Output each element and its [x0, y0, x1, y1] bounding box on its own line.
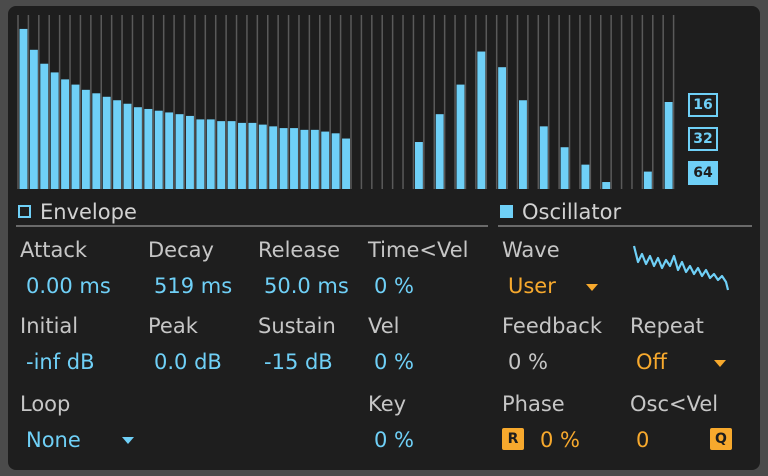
harmonic-bar	[414, 142, 423, 189]
dropdown-arrow[interactable]	[122, 437, 134, 444]
harmonic-bar	[269, 126, 278, 189]
harmonic-bar	[602, 182, 611, 189]
harmonic-bar	[206, 119, 215, 189]
envelope-toggle[interactable]	[18, 205, 31, 218]
harmonic-bar	[165, 112, 174, 189]
param-value[interactable]: 50.0 ms	[264, 274, 349, 298]
harmonic-bar	[498, 67, 507, 189]
dropdown-value[interactable]: None	[26, 428, 81, 452]
harmonic-bar	[321, 131, 330, 189]
retrigger-button[interactable]: R	[502, 428, 524, 450]
harmonic-bar	[643, 171, 652, 189]
param-value[interactable]: -15 dB	[264, 350, 333, 374]
resolution-32[interactable]: 32	[688, 127, 718, 151]
harmonic-bar	[342, 138, 350, 189]
param-label: Loop	[20, 392, 71, 416]
param-label: Time<Vel	[368, 238, 469, 262]
param-label: Attack	[20, 238, 88, 262]
param-value[interactable]: 0 %	[540, 428, 580, 452]
dropdown-value[interactable]: Off	[636, 350, 667, 374]
harmonic-bar	[71, 84, 80, 189]
param-value[interactable]: 0	[636, 428, 650, 452]
harmonic-bar	[227, 121, 236, 189]
harmonic-bar	[19, 28, 28, 189]
harmonics-editor[interactable]	[16, 13, 684, 189]
harmonic-bar	[123, 103, 132, 189]
harmonic-bar	[113, 100, 122, 189]
harmonic-bar	[81, 89, 90, 189]
param-value[interactable]: 0 %	[374, 350, 414, 374]
resolution-16[interactable]: 16	[688, 93, 718, 117]
panel	[8, 6, 760, 470]
harmonic-bar	[310, 129, 319, 189]
harmonic-bar	[217, 121, 226, 189]
resolution-64[interactable]: 64	[688, 161, 718, 185]
param-label: Feedback	[502, 314, 603, 338]
param-label: Release	[258, 238, 341, 262]
harmonic-bar	[581, 164, 590, 189]
harmonic-bar	[50, 72, 59, 189]
harmonic-bar	[61, 79, 70, 189]
harmonic-bar	[258, 124, 267, 189]
divider	[498, 225, 752, 227]
harmonic-bar	[435, 114, 444, 189]
harmonic-bar	[238, 122, 246, 189]
quantize-button[interactable]: Q	[710, 428, 732, 450]
harmonic-bar	[29, 49, 38, 189]
harmonic-bar	[560, 147, 569, 189]
harmonic-bar	[539, 126, 548, 189]
param-value[interactable]: 0 %	[374, 428, 414, 452]
harmonic-bar	[290, 128, 298, 189]
param-label: Repeat	[630, 314, 704, 338]
harmonic-bar	[248, 122, 257, 189]
param-label: Sustain	[258, 314, 336, 338]
section-title: Oscillator	[522, 200, 622, 224]
param-value[interactable]: 0.0 dB	[154, 350, 222, 374]
harmonic-bar	[477, 51, 486, 189]
harmonic-bar	[519, 100, 527, 189]
harmonic-bar	[300, 129, 309, 189]
wave-preview	[632, 245, 730, 291]
harmonic-bar	[279, 128, 288, 189]
param-label: Initial	[20, 314, 79, 338]
harmonic-bar	[133, 107, 142, 189]
param-label: Phase	[502, 392, 565, 416]
param-label: Peak	[148, 314, 198, 338]
harmonic-bar	[664, 102, 673, 189]
dropdown-arrow[interactable]	[586, 284, 598, 291]
harmonic-bar	[154, 110, 163, 189]
param-value[interactable]: 519 ms	[154, 274, 233, 298]
dropdown-value[interactable]: User	[508, 274, 556, 298]
param-value[interactable]: 0 %	[374, 274, 414, 298]
divider	[16, 225, 488, 227]
oscillator-toggle[interactable]	[500, 205, 513, 218]
param-label: Vel	[368, 314, 400, 338]
param-value[interactable]: 0 %	[508, 350, 548, 374]
param-value[interactable]: 0.00 ms	[26, 274, 111, 298]
harmonic-bar	[196, 119, 205, 189]
param-value[interactable]: -inf dB	[26, 350, 95, 374]
harmonic-bar	[40, 63, 49, 189]
harmonic-bar	[102, 96, 111, 189]
harmonic-bar	[144, 108, 153, 189]
harmonic-bar	[175, 114, 184, 189]
param-label: Wave	[502, 238, 560, 262]
section-title: Envelope	[40, 200, 137, 224]
param-label: Osc<Vel	[630, 392, 719, 416]
param-label: Key	[368, 392, 407, 416]
param-label: Decay	[148, 238, 214, 262]
dropdown-arrow[interactable]	[714, 360, 726, 367]
harmonic-bar	[92, 93, 101, 189]
harmonic-bar	[186, 115, 194, 189]
harmonic-bar	[331, 133, 340, 189]
harmonic-bar	[456, 84, 465, 189]
